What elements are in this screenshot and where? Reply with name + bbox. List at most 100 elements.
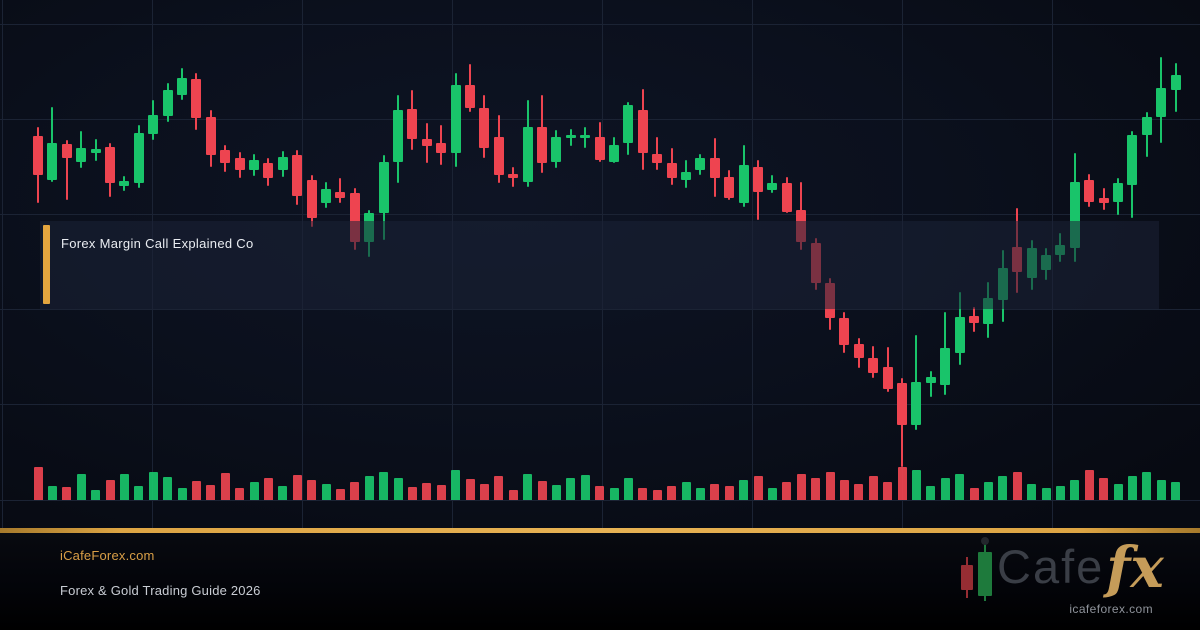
candle-body [1098, 198, 1109, 203]
volume-bar [580, 475, 590, 500]
candle-body [234, 158, 245, 170]
volume-bar [1113, 484, 1123, 500]
candle-body [33, 136, 43, 175]
candle-body [580, 135, 591, 138]
candle-body [681, 172, 691, 180]
candle-body [465, 85, 475, 108]
logo-domain-text: icafeforex.com [1069, 602, 1153, 616]
candle-body [637, 110, 648, 153]
candle-body [522, 127, 533, 182]
volume-bar [595, 486, 605, 500]
candle-body [220, 150, 231, 163]
candle-body [925, 377, 936, 383]
volume-bar [33, 467, 43, 500]
candle-body [1127, 135, 1138, 185]
candle-body [249, 160, 259, 170]
volume-bar [1055, 486, 1065, 500]
candle-body [853, 344, 864, 358]
candle-body [1141, 117, 1152, 135]
volume-bar [407, 487, 417, 500]
candle-body [868, 358, 879, 373]
volume-bar [638, 488, 648, 500]
volume-bar [134, 486, 144, 500]
volume-bar [983, 482, 993, 500]
volume-bar [494, 476, 504, 500]
candle-body [724, 177, 735, 198]
grid-line-horizontal [0, 119, 1200, 120]
logo-cafe-text: Cafe [997, 540, 1105, 593]
accent-bar [43, 225, 50, 304]
volume-bar [235, 488, 245, 500]
candle-wick [339, 178, 342, 203]
candle-body [349, 193, 360, 242]
candle-wick [65, 140, 68, 200]
volume-bar [163, 477, 173, 500]
volume-bar [652, 490, 662, 500]
volume-bar [1070, 480, 1080, 500]
volume-bar [292, 475, 302, 500]
volume-bar [62, 487, 72, 500]
candle-body [47, 143, 58, 180]
volume-bar [436, 485, 446, 500]
candle-body [551, 137, 562, 162]
volume-bar [868, 476, 878, 500]
volume-bar [177, 488, 187, 500]
logo-green-candle-icon [978, 552, 992, 596]
grid-line-vertical [2, 0, 3, 528]
volume-bar [249, 482, 259, 500]
volume-bar [393, 478, 403, 500]
candle-body [321, 189, 331, 203]
candle-body [695, 158, 706, 170]
candle-body [76, 148, 87, 162]
candle-body [565, 135, 576, 138]
volume-bar [422, 483, 432, 500]
candle-body [421, 139, 432, 146]
grid-line-horizontal [0, 500, 1200, 501]
candle-wick [656, 137, 659, 170]
volume-bar [940, 478, 950, 500]
volume-bar [263, 478, 273, 500]
candle-body [277, 157, 288, 170]
volume-bar [667, 486, 677, 500]
candle-wick [929, 371, 932, 397]
candle-body [1069, 182, 1080, 248]
candle-body [594, 137, 605, 160]
volume-bar [1012, 472, 1022, 500]
volume-bar [753, 476, 763, 500]
candle-body [882, 367, 893, 389]
candle-body [623, 105, 634, 143]
volume-bar [1142, 472, 1152, 500]
volume-bar [969, 488, 979, 500]
volume-bar [911, 470, 921, 500]
candle-body [191, 79, 202, 118]
candle-body [306, 180, 317, 218]
logo-dot-icon [981, 537, 989, 545]
volume-bar [710, 484, 720, 500]
volume-bar [278, 486, 288, 500]
volume-bar [364, 476, 374, 500]
candle-body [839, 318, 850, 345]
volume-bar [782, 482, 792, 500]
volume-bar [825, 472, 835, 500]
volume-bar [1099, 478, 1109, 500]
volume-bar [998, 476, 1008, 500]
volume-bar [335, 489, 345, 500]
candle-body [1170, 75, 1181, 90]
candle-body [493, 137, 504, 175]
volume-bar [1127, 476, 1137, 500]
candle-body [162, 90, 173, 116]
candle-body [537, 127, 547, 163]
volume-bar [508, 490, 518, 500]
volume-bar [350, 482, 360, 500]
candle-body [292, 155, 303, 196]
title-panel: Forex Margin Call Explained Co [40, 221, 1159, 309]
candle-body [133, 133, 144, 183]
candle-body [205, 117, 216, 155]
volume-bar [1156, 480, 1166, 500]
volume-bar [537, 481, 547, 500]
candle-body [969, 316, 979, 323]
tagline: Forex & Gold Trading Guide 2026 [60, 583, 261, 598]
candle-body [911, 382, 922, 425]
panel-title: Forex Margin Call Explained Co [61, 236, 254, 251]
candle-body [393, 110, 403, 162]
